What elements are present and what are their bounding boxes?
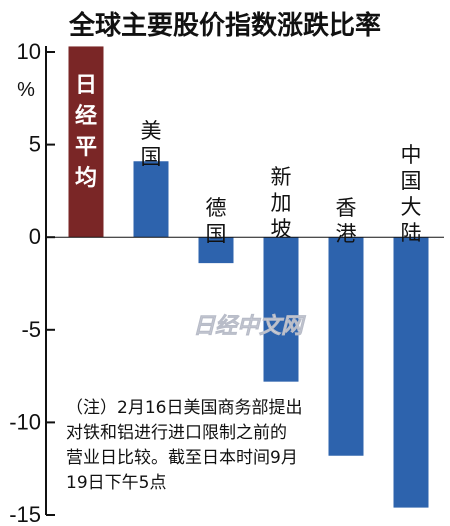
category-label-3: 德国 [206, 196, 227, 246]
bar-3 [198, 237, 234, 264]
category-label-1: 日经平均 [75, 73, 97, 191]
y-axis-unit: % [17, 79, 35, 101]
bar-2 [133, 161, 169, 238]
watermark: 日经中文网 [193, 313, 306, 339]
bars-layer [68, 46, 429, 508]
y-tick-label: 5 [29, 132, 41, 157]
bar-4 [263, 237, 299, 382]
footnote: （注）2月16日美国商务部提出对铁和铝进行进口限制之前的营业日比较。截至日本时间… [66, 398, 302, 493]
chart-title: 全球主要股价指数涨跌比率 [68, 10, 381, 41]
y-tick-label: 0 [29, 224, 41, 249]
y-tick-label: 10 [17, 39, 41, 64]
category-label-6: 中国大陆 [401, 143, 422, 245]
footnote-line-2: 对铁和铝进行进口限制之前的 [66, 423, 287, 443]
footnote-line-1: （注）2月16日美国商务部提出 [66, 398, 302, 418]
bar-6 [393, 237, 429, 508]
category-label-2: 美国 [141, 119, 162, 169]
y-tick-label: -5 [21, 317, 41, 342]
bar-1 [68, 46, 104, 238]
footnote-line-3: 营业日比较。截至日本时间9月 [66, 448, 298, 468]
y-axis: 10 5 0 -5 -10 -15 [9, 39, 444, 526]
footnote-line-4: 19日下午5点 [66, 473, 166, 493]
y-tick-label: -15 [9, 502, 41, 526]
category-label-4: 新加坡 [271, 165, 292, 241]
y-tick-label: -10 [9, 409, 41, 434]
category-label-5: 香港 [336, 196, 357, 246]
bar-5 [328, 237, 364, 456]
